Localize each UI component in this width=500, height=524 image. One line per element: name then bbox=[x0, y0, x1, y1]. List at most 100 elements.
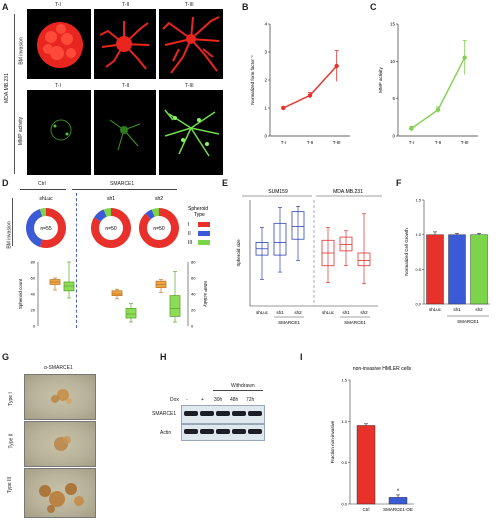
x-tick-label: sh1 bbox=[453, 307, 461, 312]
blot-band bbox=[200, 429, 214, 434]
blot-band bbox=[232, 429, 246, 434]
panel-a-type-label: T-II bbox=[122, 2, 130, 8]
y-tick-label: 0.5 bbox=[415, 267, 421, 272]
legend-swatch bbox=[198, 240, 210, 245]
legend-swatch bbox=[198, 231, 210, 236]
y-axis-label: MMP activity bbox=[378, 67, 383, 93]
pie-hole bbox=[147, 216, 171, 240]
box-body bbox=[273, 222, 287, 256]
panel-h-lane: - bbox=[186, 397, 188, 403]
panel-a-bracket bbox=[14, 14, 15, 174]
x-tick-label: sh2 bbox=[360, 310, 368, 315]
x-tick-label: shLuc bbox=[429, 307, 442, 312]
x-tick-label: T-II bbox=[435, 140, 442, 145]
y-axis-label: Normalized form factor⁻¹ bbox=[250, 55, 255, 105]
micrograph-bm-type1 bbox=[27, 9, 91, 79]
panel-a-row1-label: BM invasion bbox=[18, 37, 25, 65]
panel-h-lane: + bbox=[201, 397, 204, 403]
legend-label: II bbox=[188, 231, 191, 237]
pie-hole bbox=[34, 216, 58, 240]
x-tick-label: Ctrl bbox=[363, 507, 370, 512]
western-blot-actin bbox=[181, 424, 265, 441]
panel-h-row-label: SMARCE1 bbox=[152, 411, 177, 417]
y-axis-label: MMP activity bbox=[203, 281, 208, 307]
panel-e-chart: SUM159 MDA.MB.231 Spheroid size shLuc sh1 sh2… bbox=[236, 189, 382, 325]
panel-d-ctrl-line bbox=[20, 189, 66, 190]
bar bbox=[448, 234, 466, 305]
pie-n-label: n=50 bbox=[153, 226, 164, 232]
panel-h-letter: H bbox=[160, 352, 167, 362]
panel-h-lane: 48h bbox=[230, 397, 239, 403]
blot-band bbox=[216, 429, 230, 434]
panel-c-letter: C bbox=[370, 2, 377, 12]
group-label: SMARCE1 bbox=[344, 320, 366, 325]
x-tick-label: SMARCE1-OE bbox=[383, 507, 413, 512]
x-tick-label: sh1 bbox=[342, 310, 350, 315]
y-tick-label: 0 bbox=[392, 134, 395, 139]
pie-n-label: n=50 bbox=[105, 226, 116, 232]
panel-g-row-label: Type I bbox=[7, 392, 14, 406]
y-tick-label: 5 bbox=[392, 96, 395, 101]
y-axis-label: Spheroid size bbox=[236, 239, 241, 267]
panel-h-withdrawn-line bbox=[213, 390, 263, 391]
pie-label: sh2 bbox=[155, 196, 163, 202]
blot-band bbox=[248, 411, 262, 416]
panel-i-chart: non-invasive HMLER cells 0.0 0.5 1.0 1.5 Frac… bbox=[330, 366, 414, 512]
y-tick-label: 15 bbox=[390, 22, 396, 27]
ihc-image-type3 bbox=[24, 468, 96, 518]
x-tick-label: T-I bbox=[409, 140, 414, 145]
panel-c-chart: 0 5 10 15 T-I T-II T-III MMP activity bbox=[378, 22, 478, 145]
y-tick-label: 0 bbox=[191, 324, 194, 329]
data-point bbox=[409, 126, 414, 131]
micrograph-bm-type2 bbox=[94, 9, 156, 79]
y-tick-label: 80 bbox=[31, 260, 36, 265]
blot-band bbox=[184, 429, 198, 434]
panel-g-row-label: Type III bbox=[7, 476, 14, 494]
y-tick-label: 1.5 bbox=[415, 198, 421, 203]
box-body bbox=[357, 252, 371, 267]
data-point bbox=[462, 55, 467, 60]
panel-g-letter: G bbox=[2, 352, 10, 362]
x-tick-label: shLuc bbox=[322, 310, 335, 315]
panel-a-cell-line: MDA.MB.231 bbox=[3, 73, 10, 103]
data-point bbox=[281, 105, 286, 111]
series-line bbox=[410, 57, 466, 130]
panel-a-type-label: T-III bbox=[185, 2, 194, 8]
y-tick-label: 0.5 bbox=[341, 460, 347, 465]
panel-d-pies: shLucn=55sh1n=50sh2n=50SpheroidTypeIIIII… bbox=[26, 196, 210, 248]
y-tick-label: 0 bbox=[264, 134, 267, 139]
data-point bbox=[435, 107, 441, 113]
box-body bbox=[125, 308, 137, 319]
blot-band bbox=[232, 411, 246, 416]
x-tick-label: T-II bbox=[307, 140, 314, 145]
group-label: SMARCE1 bbox=[457, 319, 479, 324]
y-tick-label: 1.5 bbox=[341, 378, 347, 383]
y-tick-label: 0 bbox=[33, 324, 36, 329]
y-tick-label: 60 bbox=[191, 276, 196, 281]
group-label: SMARCE1 bbox=[278, 320, 300, 325]
panel-g-title: α-SMARCE1 bbox=[44, 365, 73, 371]
panel-i-letter: I bbox=[300, 352, 303, 362]
blot-band bbox=[216, 411, 230, 416]
panel-e-header: SUM159 bbox=[268, 189, 288, 195]
y-tick-label: 80 bbox=[191, 260, 196, 265]
panel-a-type-label: T-I bbox=[55, 83, 61, 89]
micrograph-bm-type3 bbox=[159, 9, 223, 79]
panel-g-row-label: Type II bbox=[8, 433, 15, 449]
pie-label: shLuc bbox=[39, 196, 53, 202]
panel-a-row2-label: MMP activity bbox=[18, 116, 25, 146]
y-axis-label: Spheroid count bbox=[18, 278, 23, 309]
panel-b-chart: 0 1 2 3 4 T-I T-II T-III Normalized form factor⁻… bbox=[250, 22, 350, 145]
blot-band bbox=[248, 429, 262, 434]
micrograph-mmp-type3 bbox=[159, 90, 223, 175]
bar bbox=[388, 497, 408, 505]
panel-h-row-label: Actin bbox=[160, 430, 172, 436]
pie-hole bbox=[99, 216, 123, 240]
pie-n-label: n=55 bbox=[40, 226, 51, 232]
panel-h-lane: 72h bbox=[246, 397, 255, 403]
ihc-image-type1 bbox=[24, 374, 96, 420]
panel-d-letter: D bbox=[2, 178, 9, 188]
panel-b-letter: B bbox=[242, 2, 249, 12]
x-tick-label: sh1 bbox=[276, 310, 284, 315]
pie-label: sh1 bbox=[107, 196, 115, 202]
